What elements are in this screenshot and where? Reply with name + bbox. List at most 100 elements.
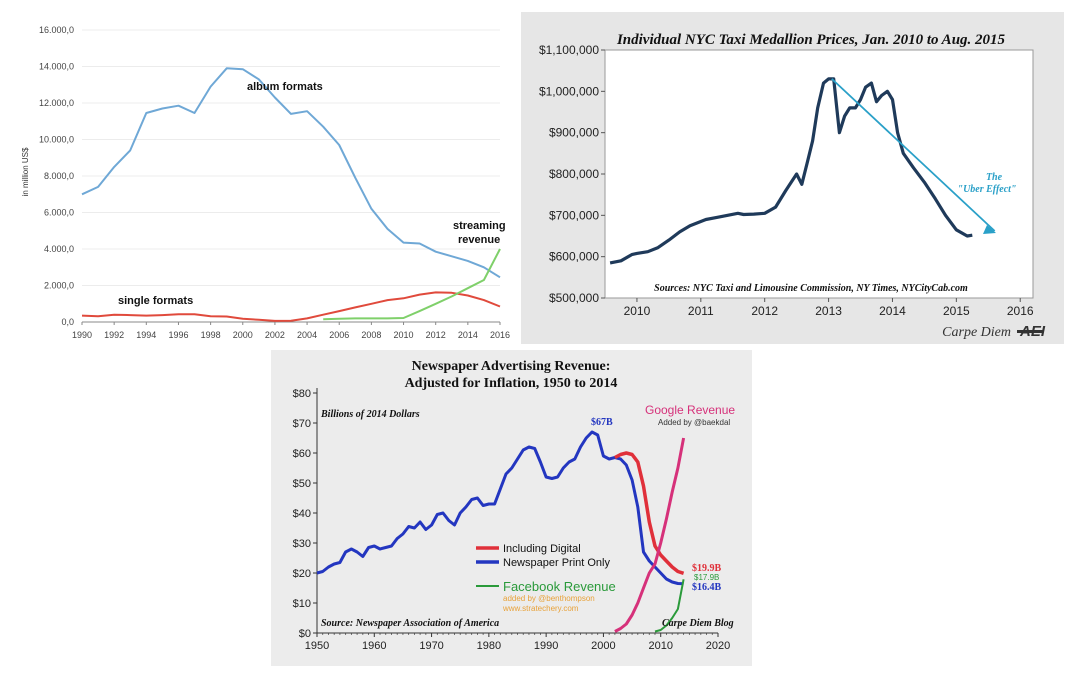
music-x-tick-label: 2012 xyxy=(426,330,446,340)
music-y-tick-label: 6.000,0 xyxy=(44,208,74,218)
taxi-y-tick-label: $1,100,000 xyxy=(539,43,599,57)
news-chart-subtitle: Adjusted for Inflation, 1950 to 2014 xyxy=(405,376,618,391)
news-y-tick-label: $60 xyxy=(293,448,311,460)
news-series-including-digital xyxy=(614,451,685,575)
music-y-tick-label: 0,0 xyxy=(61,317,74,327)
news-y-tick-label: $20 xyxy=(293,568,311,580)
facebook-end-value-label: $17.9B xyxy=(694,573,719,582)
news-x-tick-label: 1980 xyxy=(477,640,501,652)
news-y-tick-label: $30 xyxy=(293,538,311,550)
music-x-tick-label: 2008 xyxy=(361,330,381,340)
music-x-tick-label: 2004 xyxy=(297,330,317,340)
news-y-tick-label: $0 xyxy=(299,628,311,640)
music-x-tick-label: 2000 xyxy=(233,330,253,340)
news-y-tick-label: $80 xyxy=(293,388,311,400)
google-revenue-credit: Added by @baekdal xyxy=(658,418,730,427)
taxi-y-tick-label: $700,000 xyxy=(549,208,599,222)
facebook-revenue-label: Facebook Revenue xyxy=(503,579,616,594)
taxi-x-tick-label: 2013 xyxy=(815,304,842,318)
music-y-tick-label: 14.000,0 xyxy=(39,62,74,72)
digital-end-value-label: $19.9B xyxy=(692,563,722,574)
news-x-tick-label: 1970 xyxy=(419,640,443,652)
music-revenue-chart: 0,0 2.000,0 4.000,0 6.000,0 8.000,0 10.000,0 1… xyxy=(0,0,520,345)
music-y-ticks: 0,0 2.000,0 4.000,0 6.000,0 8.000,0 10.000,0 1… xyxy=(39,25,74,327)
taxi-x-tick-label: 2011 xyxy=(688,304,714,318)
streaming-label-line2: revenue xyxy=(458,234,500,246)
news-legend: Including Digital Newspaper Print Only F… xyxy=(476,543,616,613)
taxi-medallion-chart: Individual NYC Taxi Medallion Prices, Ja… xyxy=(521,12,1064,344)
news-series-newspaper-print-only xyxy=(316,430,684,586)
music-x-ticks: 1990 1992 1994 1996 1998 2000 2002 2004 2006 2008… xyxy=(72,322,510,340)
taxi-y-tick-label: $500,000 xyxy=(549,291,599,305)
taxi-y-tick-label: $1,000,000 xyxy=(539,84,599,98)
news-x-ticks: 1950 1960 1970 1980 1990 2000 2010 2020 xyxy=(305,633,730,652)
taxi-y-tick-label: $800,000 xyxy=(549,167,599,181)
music-y-tick-label: 4.000,0 xyxy=(44,244,74,254)
news-source: Source: Newspaper Association of America xyxy=(321,618,499,629)
facebook-credit-1: added by @benthompson xyxy=(503,594,595,603)
peak-value-label: $67B xyxy=(591,417,613,428)
music-x-tick-label: 2016 xyxy=(490,330,510,340)
news-footer: Carpe Diem Blog xyxy=(662,618,734,629)
music-y-axis-label: in million US$ xyxy=(21,147,30,196)
taxi-chart-title: Individual NYC Taxi Medallion Prices, Ja… xyxy=(616,32,1006,48)
music-x-tick-label: 2014 xyxy=(458,330,478,340)
music-x-tick-label: 1998 xyxy=(201,330,221,340)
music-y-tick-label: 16.000,0 xyxy=(39,25,74,35)
music-x-tick-label: 2002 xyxy=(265,330,285,340)
news-y-axis-label: Billions of 2014 Dollars xyxy=(320,409,420,420)
legend-label-print: Newspaper Print Only xyxy=(503,557,610,569)
music-x-tick-label: 1994 xyxy=(136,330,156,340)
taxi-medallion-price-line xyxy=(609,77,973,265)
taxi-plot-area xyxy=(604,49,1034,299)
music-y-tick-label: 12.000,0 xyxy=(39,98,74,108)
news-x-tick-label: 1990 xyxy=(534,640,558,652)
uber-effect-trend-arrow xyxy=(831,78,996,232)
taxi-medallion-svg: Individual NYC Taxi Medallion Prices, Ja… xyxy=(539,32,1046,340)
news-chart-title: Newspaper Advertising Revenue: xyxy=(412,359,611,374)
music-revenue-svg: 0,0 2.000,0 4.000,0 6.000,0 8.000,0 10.000,0 1… xyxy=(21,25,510,340)
taxi-x-tick-label: 2015 xyxy=(943,304,970,318)
print-end-value-label: $16.4B xyxy=(692,582,722,593)
taxi-x-tick-label: 2016 xyxy=(1007,304,1034,318)
taxi-series xyxy=(609,77,996,265)
taxi-x-tick-label: 2012 xyxy=(751,304,778,318)
music-y-tick-label: 10.000,0 xyxy=(39,135,74,145)
music-series xyxy=(81,67,501,322)
uber-effect-arrowhead xyxy=(983,225,996,234)
aei-logo: AEI xyxy=(1017,323,1046,340)
music-x-tick-label: 2006 xyxy=(329,330,349,340)
music-y-tick-label: 2.000,0 xyxy=(44,281,74,291)
music-gridlines xyxy=(82,29,500,323)
taxi-x-ticks: 2010 2011 2012 2013 2014 2015 2016 xyxy=(624,298,1034,318)
newspaper-ad-revenue-chart: Newspaper Advertising Revenue: Adjusted … xyxy=(271,350,752,666)
news-x-tick-label: 2020 xyxy=(706,640,730,652)
taxi-y-tick-label: $600,000 xyxy=(549,250,599,264)
music-y-tick-label: 8.000,0 xyxy=(44,171,74,181)
taxi-x-tick-label: 2010 xyxy=(624,304,651,318)
uber-effect-label-line2: "Uber Effect" xyxy=(958,184,1017,195)
taxi-y-ticks: $500,000 $600,000 $700,000 $800,000 $900,000… xyxy=(539,43,605,305)
news-y-tick-label: $40 xyxy=(293,508,311,520)
single-formats-label: single formats xyxy=(118,295,193,307)
music-x-tick-label: 2010 xyxy=(394,330,414,340)
news-series-google-revenue xyxy=(614,437,686,633)
music-series-streaming-revenue xyxy=(323,248,501,321)
aei-logo-text: AEI xyxy=(1019,323,1046,340)
news-y-tick-label: $70 xyxy=(293,418,311,430)
music-x-tick-label: 1992 xyxy=(104,330,124,340)
facebook-credit-2: www.stratechery.com xyxy=(502,604,579,613)
music-series-album-formats xyxy=(81,67,501,279)
streaming-label-line1: streaming xyxy=(453,220,506,232)
google-revenue-label: Google Revenue xyxy=(645,403,735,417)
carpe-diem-footer: Carpe Diem xyxy=(942,325,1011,340)
music-series-single-formats xyxy=(81,291,501,322)
album-formats-label: album formats xyxy=(247,81,323,93)
news-x-tick-label: 1950 xyxy=(305,640,329,652)
music-x-tick-label: 1990 xyxy=(72,330,92,340)
uber-effect-label-line1: The xyxy=(986,172,1003,183)
taxi-x-tick-label: 2014 xyxy=(879,304,906,318)
news-x-tick-label: 2000 xyxy=(591,640,615,652)
news-x-tick-label: 2010 xyxy=(648,640,672,652)
news-y-tick-label: $50 xyxy=(293,478,311,490)
